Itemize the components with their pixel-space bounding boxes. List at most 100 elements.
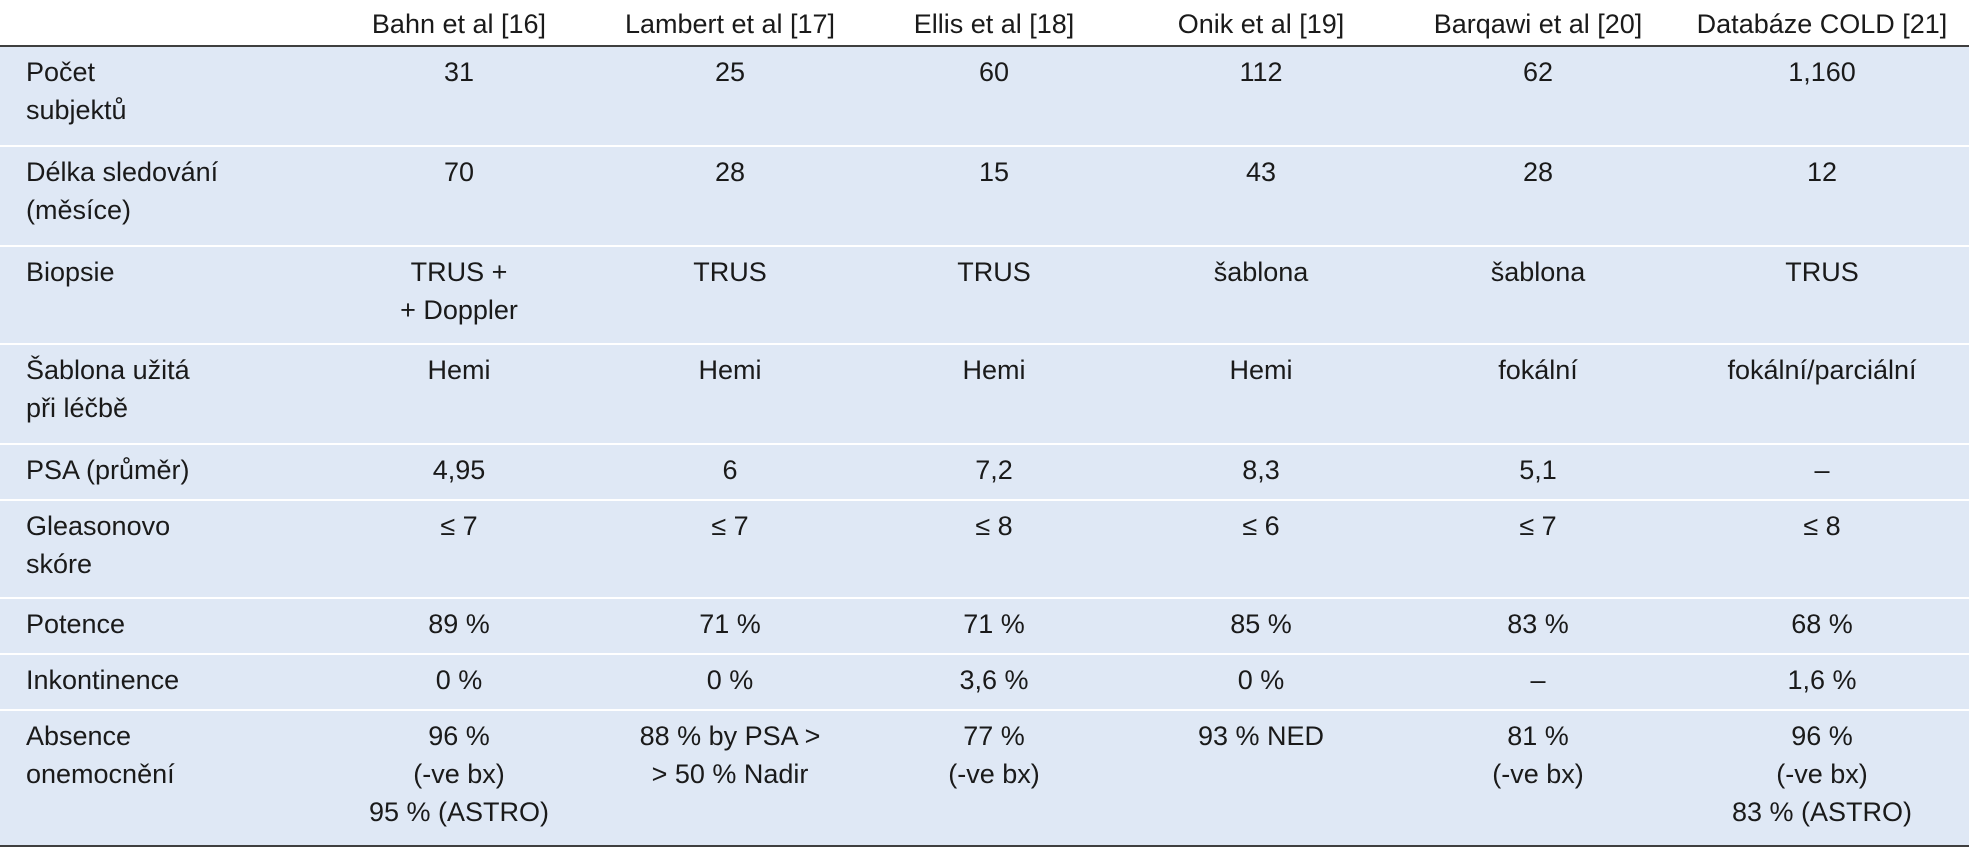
table-cell: 15: [867, 146, 1121, 246]
table-cell: 4,95: [325, 444, 593, 500]
row-label-line: Absence: [26, 721, 132, 751]
row-label: Potence: [0, 598, 325, 654]
table-cell: 1,6 %: [1675, 654, 1969, 710]
cell-line: 62: [1522, 57, 1554, 87]
table-cell: 28: [593, 146, 867, 246]
cell-line: 88 % by PSA >: [639, 721, 821, 751]
cell-line: 71 %: [963, 609, 1025, 639]
table-row: Potence 89 % 71 % 71 % 85 % 83 % 68 %: [0, 598, 1969, 654]
table-cell: fokální/parciální: [1675, 344, 1969, 444]
cell-line: 71 %: [699, 609, 761, 639]
table-cell: –: [1675, 444, 1969, 500]
cell-line: + Doppler: [400, 295, 518, 325]
row-label-line: Gleasonovo: [26, 511, 171, 541]
cell-line: Hemi: [1229, 355, 1293, 385]
row-label: Šablona užitá při léčbě: [0, 344, 325, 444]
row-label: PSA (průměr): [0, 444, 325, 500]
table-cell: 12: [1675, 146, 1969, 246]
cell-line: 1,6 %: [1787, 665, 1857, 695]
cell-line: –: [1814, 455, 1830, 485]
cell-line: 12: [1806, 157, 1838, 187]
table-row: Absence onemocnění 96 % (-ve bx) 95 % (A…: [0, 710, 1969, 846]
table-cell: –: [1401, 654, 1675, 710]
table-cell: 77 % (-ve bx): [867, 710, 1121, 846]
cell-line: 6: [722, 455, 738, 485]
cell-line: –: [1530, 665, 1546, 695]
table-cell: 8,3: [1121, 444, 1401, 500]
table-cell: ≤ 7: [325, 500, 593, 598]
cell-line: 83 %: [1507, 609, 1569, 639]
cell-line: 1,160: [1788, 57, 1856, 87]
table-cell: šablona: [1401, 246, 1675, 344]
table-cell: 81 % (-ve bx): [1401, 710, 1675, 846]
row-label-line: Biopsie: [26, 257, 115, 287]
table-cell: 60: [867, 46, 1121, 146]
cell-line: ≤ 7: [440, 511, 478, 541]
cell-line: (-ve bx): [1776, 759, 1868, 789]
table-header: Bahn et al [16] Lambert et al [17] Ellis…: [0, 0, 1969, 47]
column-header: Ellis et al [18]: [867, 0, 1121, 47]
column-header: Bahn et al [16]: [325, 0, 593, 47]
cell-line: 89 %: [428, 609, 490, 639]
cell-line: 0 %: [435, 665, 483, 695]
column-header: Onik et al [19]: [1121, 0, 1401, 47]
table-row: Gleasonovo skóre ≤ 7 ≤ 7 ≤ 8 ≤ 6 ≤ 7 ≤ 8: [0, 500, 1969, 598]
table-cell: Hemi: [325, 344, 593, 444]
table-row: Inkontinence 0 % 0 % 3,6 % 0 % – 1,6 %: [0, 654, 1969, 710]
cell-line: 95 % (ASTRO): [368, 797, 550, 827]
cell-line: 93 % NED: [1197, 721, 1325, 751]
row-label: Absence onemocnění: [0, 710, 325, 846]
table-cell: 88 % by PSA > > 50 % Nadir: [593, 710, 867, 846]
cell-line: 81 %: [1507, 721, 1569, 751]
table-row: Šablona užitá při léčbě Hemi Hemi Hemi H…: [0, 344, 1969, 444]
cell-line: (-ve bx): [1492, 759, 1584, 789]
table-cell: 31: [325, 46, 593, 146]
table-cell: 1,160: [1675, 46, 1969, 146]
row-label: Počet subjektů: [0, 46, 325, 146]
row-label-line: při léčbě: [26, 393, 129, 423]
table-cell: 96 % (-ve bx) 95 % (ASTRO): [325, 710, 593, 846]
row-label-line: skóre: [26, 549, 93, 579]
table-cell: ≤ 7: [1401, 500, 1675, 598]
cell-line: 96 %: [1791, 721, 1853, 751]
table-cell: 0 %: [593, 654, 867, 710]
cell-line: fokální/parciální: [1727, 355, 1917, 385]
table-cell: 83 %: [1401, 598, 1675, 654]
table-cell: 5,1: [1401, 444, 1675, 500]
table-cell: 28: [1401, 146, 1675, 246]
cell-line: Hemi: [698, 355, 762, 385]
row-label-line: Šablona užitá: [26, 355, 190, 385]
table-cell: 25: [593, 46, 867, 146]
table-cell: 68 %: [1675, 598, 1969, 654]
column-header: Databáze COLD [21]: [1675, 0, 1969, 47]
cell-line: 70: [443, 157, 475, 187]
table-cell: 62: [1401, 46, 1675, 146]
table-row: Počet subjektů 31 25 60 112 62 1,160: [0, 46, 1969, 146]
cell-line: ≤ 6: [1242, 511, 1280, 541]
header-corner: [0, 0, 325, 47]
cell-line: 60: [978, 57, 1010, 87]
cell-line: TRUS +: [410, 257, 508, 287]
table-cell: ≤ 8: [867, 500, 1121, 598]
row-label: Inkontinence: [0, 654, 325, 710]
cell-line: ≤ 8: [1803, 511, 1841, 541]
cell-line: 8,3: [1242, 455, 1280, 485]
cell-line: šablona: [1213, 257, 1309, 287]
table-cell: fokální: [1401, 344, 1675, 444]
cell-line: Hemi: [427, 355, 491, 385]
cell-line: 112: [1239, 57, 1283, 87]
row-label-line: Inkontinence: [26, 665, 180, 695]
cell-line: 7,2: [975, 455, 1013, 485]
cell-line: 43: [1245, 157, 1277, 187]
row-label-line: subjektů: [26, 95, 127, 125]
column-header: Barqawi et al [20]: [1401, 0, 1675, 47]
table-cell: ≤ 6: [1121, 500, 1401, 598]
table-cell: TRUS: [1675, 246, 1969, 344]
cell-line: 83 % (ASTRO): [1731, 797, 1913, 827]
cell-line: TRUS: [957, 257, 1031, 287]
header-row: Bahn et al [16] Lambert et al [17] Ellis…: [0, 0, 1969, 47]
table-cell: 71 %: [593, 598, 867, 654]
cell-line: ≤ 7: [711, 511, 749, 541]
cell-line: 15: [978, 157, 1010, 187]
